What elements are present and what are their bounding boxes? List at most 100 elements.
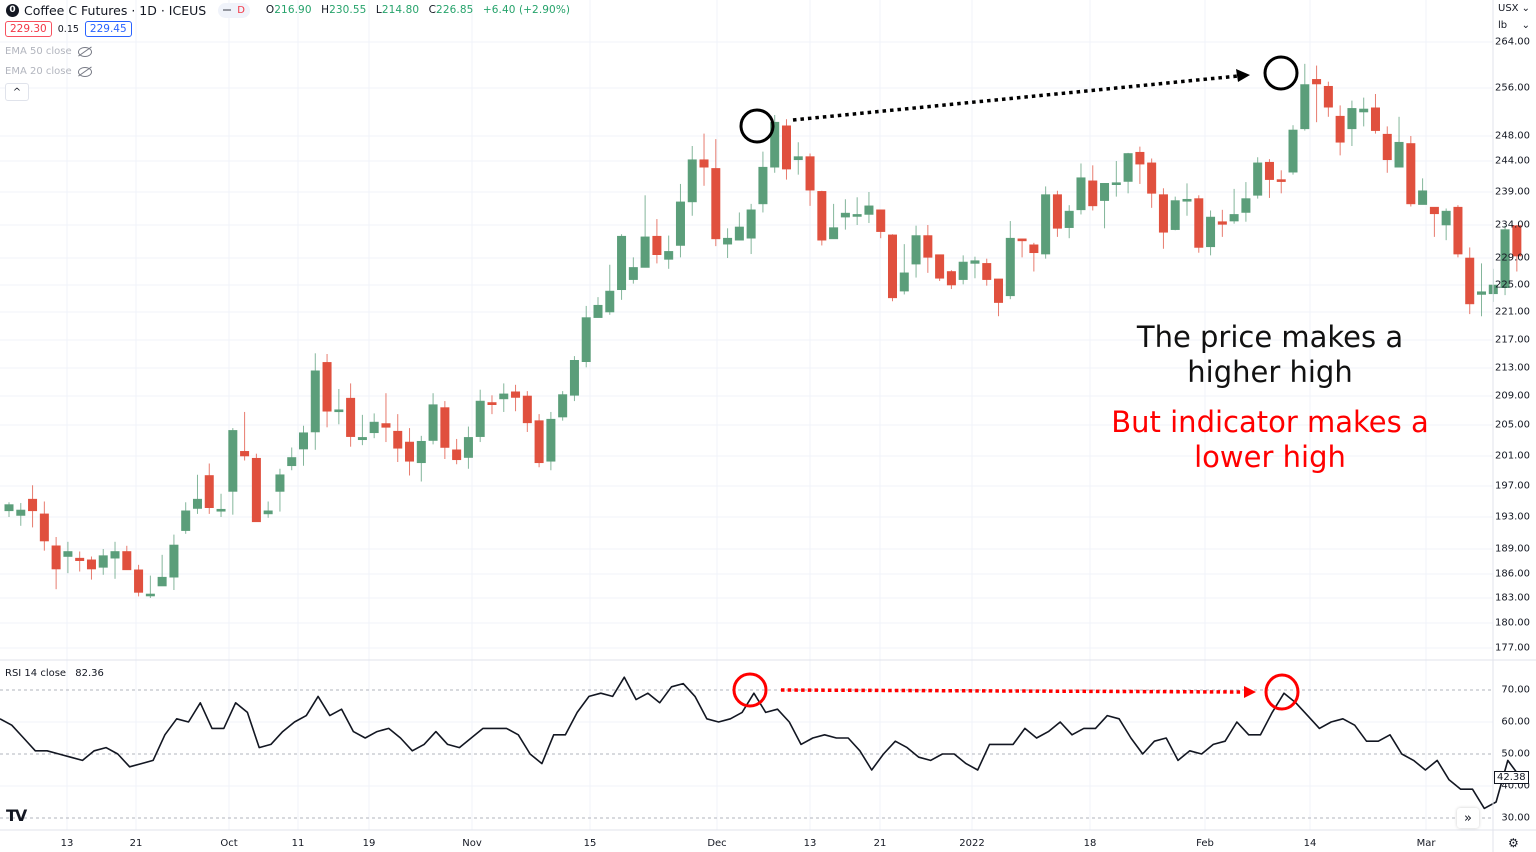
candle-body[interactable] bbox=[1206, 216, 1216, 248]
candle-body[interactable] bbox=[452, 449, 462, 461]
candle-body[interactable] bbox=[1288, 129, 1298, 173]
candle-body[interactable] bbox=[617, 235, 627, 291]
candle-body[interactable] bbox=[1477, 291, 1487, 295]
candle-body[interactable] bbox=[1323, 85, 1333, 108]
candle-body[interactable] bbox=[192, 498, 202, 509]
candle-body[interactable] bbox=[369, 421, 379, 434]
candle-body[interactable] bbox=[1406, 143, 1416, 205]
candle-body[interactable] bbox=[781, 125, 791, 170]
candle-body[interactable] bbox=[699, 159, 709, 168]
candle-body[interactable] bbox=[817, 191, 827, 241]
candle-body[interactable] bbox=[416, 440, 426, 464]
candle-body[interactable] bbox=[1465, 257, 1475, 305]
candle-body[interactable] bbox=[593, 304, 603, 318]
candle-body[interactable] bbox=[51, 545, 61, 570]
candle-body[interactable] bbox=[805, 156, 815, 191]
candle-body[interactable] bbox=[1264, 161, 1274, 180]
candle-body[interactable] bbox=[569, 359, 579, 396]
candle-body[interactable] bbox=[134, 569, 144, 593]
candle-body[interactable] bbox=[1147, 162, 1157, 194]
candle-body[interactable] bbox=[1241, 198, 1251, 213]
candle-body[interactable] bbox=[181, 510, 191, 531]
candle-body[interactable] bbox=[511, 391, 521, 398]
candle-body[interactable] bbox=[1253, 162, 1263, 196]
candle-body[interactable] bbox=[876, 209, 886, 232]
candle-body[interactable] bbox=[1017, 238, 1027, 242]
candle-body[interactable] bbox=[4, 504, 14, 512]
candle-body[interactable] bbox=[1335, 115, 1345, 143]
collapse-legend-button[interactable]: ^ bbox=[5, 83, 29, 101]
candle-body[interactable] bbox=[546, 418, 556, 462]
candle-body[interactable] bbox=[122, 551, 132, 571]
candle-body[interactable] bbox=[664, 251, 674, 260]
candle-body[interactable] bbox=[240, 451, 250, 457]
symbol-title[interactable]: Coffee C Futures · 1D · ICEUS bbox=[24, 2, 207, 18]
candle-body[interactable] bbox=[157, 576, 167, 587]
candle-body[interactable] bbox=[864, 205, 874, 215]
candle-body[interactable] bbox=[1512, 225, 1522, 257]
candle-body[interactable] bbox=[1111, 182, 1121, 185]
candle-body[interactable] bbox=[1052, 194, 1062, 229]
eye-hidden-icon[interactable] bbox=[77, 46, 92, 57]
candle-body[interactable] bbox=[958, 261, 968, 280]
candle-body[interactable] bbox=[393, 430, 403, 449]
candle-body[interactable] bbox=[28, 498, 38, 512]
candle-body[interactable] bbox=[1276, 179, 1286, 182]
candle-body[interactable] bbox=[39, 513, 49, 542]
candle-body[interactable] bbox=[1182, 198, 1192, 202]
rsi-legend-name[interactable]: RSI 14 close bbox=[5, 668, 67, 679]
candle-body[interactable] bbox=[840, 212, 850, 218]
candle-body[interactable] bbox=[405, 441, 415, 462]
sell-button[interactable]: 229.30 bbox=[5, 21, 52, 37]
candle-body[interactable] bbox=[1076, 177, 1086, 211]
market-status-badge[interactable]: D bbox=[218, 2, 250, 18]
candle-body[interactable] bbox=[169, 544, 179, 578]
candle-body[interactable] bbox=[1500, 229, 1510, 288]
candle-body[interactable] bbox=[935, 254, 945, 279]
candle-body[interactable] bbox=[334, 409, 344, 413]
candle-body[interactable] bbox=[98, 555, 108, 568]
candle-body[interactable] bbox=[1229, 214, 1239, 222]
candle-body[interactable] bbox=[298, 432, 308, 450]
candle-body[interactable] bbox=[263, 510, 273, 515]
candle-body[interactable] bbox=[428, 404, 438, 441]
candle-body[interactable] bbox=[75, 557, 85, 561]
candle-body[interactable] bbox=[829, 227, 839, 240]
candle-body[interactable] bbox=[499, 393, 509, 400]
candle-body[interactable] bbox=[86, 559, 96, 570]
candle-body[interactable] bbox=[605, 290, 615, 313]
candle-body[interactable] bbox=[1217, 221, 1227, 225]
candle-body[interactable] bbox=[1382, 133, 1392, 161]
candle-body[interactable] bbox=[1005, 237, 1015, 297]
scroll-to-realtime-button[interactable]: » bbox=[1457, 808, 1479, 828]
currency-select[interactable]: USX ⌄ bbox=[1498, 3, 1530, 14]
candle-body[interactable] bbox=[1123, 153, 1133, 182]
candle-body[interactable] bbox=[310, 370, 320, 433]
candle-body[interactable] bbox=[581, 317, 591, 363]
candle-body[interactable] bbox=[723, 237, 733, 245]
candle-body[interactable] bbox=[1158, 194, 1168, 233]
candle-body[interactable] bbox=[1300, 84, 1310, 130]
candle-body[interactable] bbox=[1088, 180, 1098, 207]
chart-settings-button[interactable]: ⚙ bbox=[1508, 836, 1519, 850]
candle-body[interactable] bbox=[675, 201, 685, 246]
candle-body[interactable] bbox=[440, 407, 450, 448]
candle-body[interactable] bbox=[357, 437, 367, 441]
candle-body[interactable] bbox=[1394, 141, 1404, 168]
candle-body[interactable] bbox=[110, 551, 120, 559]
candle-body[interactable] bbox=[216, 508, 226, 512]
candle-body[interactable] bbox=[522, 395, 532, 424]
indicator-ema20[interactable]: EMA 20 close bbox=[5, 66, 92, 77]
buy-button[interactable]: 229.45 bbox=[84, 21, 132, 37]
unit-select[interactable]: lb ⌄ bbox=[1498, 20, 1530, 31]
candle-body[interactable] bbox=[746, 209, 756, 239]
candle-body[interactable] bbox=[687, 159, 697, 203]
candle-body[interactable] bbox=[1418, 190, 1428, 205]
candle-body[interactable] bbox=[487, 402, 497, 405]
candle-body[interactable] bbox=[475, 400, 485, 437]
candle-body[interactable] bbox=[204, 475, 214, 509]
candle-body[interactable] bbox=[346, 397, 356, 437]
candle-body[interactable] bbox=[463, 437, 473, 458]
candle-body[interactable] bbox=[734, 226, 744, 241]
